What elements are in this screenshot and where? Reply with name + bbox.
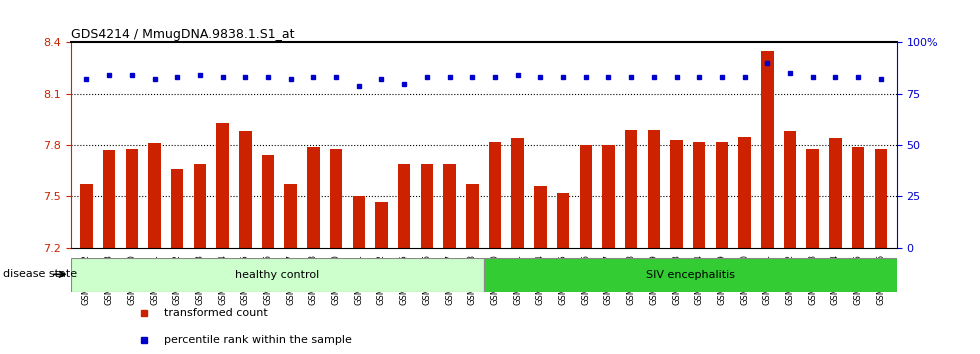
Bar xyxy=(125,149,138,248)
Bar xyxy=(715,142,728,248)
Bar xyxy=(330,149,342,248)
Bar xyxy=(443,164,456,248)
Bar xyxy=(693,142,706,248)
Text: disease state: disease state xyxy=(3,269,77,279)
Bar xyxy=(784,131,797,248)
Bar xyxy=(761,51,773,248)
Bar xyxy=(148,143,161,248)
Text: percentile rank within the sample: percentile rank within the sample xyxy=(164,335,352,345)
Text: transformed count: transformed count xyxy=(164,308,268,318)
Bar xyxy=(217,123,229,248)
Bar xyxy=(670,140,683,248)
Text: healthy control: healthy control xyxy=(235,270,319,280)
Bar xyxy=(512,138,524,248)
Bar xyxy=(625,130,637,248)
Bar xyxy=(71,258,483,292)
Bar xyxy=(579,145,592,248)
Bar xyxy=(603,145,614,248)
Bar xyxy=(829,138,842,248)
Bar xyxy=(852,147,864,248)
Bar xyxy=(284,184,297,248)
Bar xyxy=(353,196,365,248)
Bar xyxy=(307,147,319,248)
Bar xyxy=(398,164,411,248)
Bar xyxy=(262,155,274,248)
Bar xyxy=(534,186,547,248)
Bar xyxy=(874,149,887,248)
Bar xyxy=(420,164,433,248)
Bar xyxy=(239,131,252,248)
Bar xyxy=(807,149,819,248)
Bar xyxy=(375,202,388,248)
Bar xyxy=(80,184,93,248)
Bar xyxy=(103,150,116,248)
Bar xyxy=(489,142,501,248)
Text: SIV encephalitis: SIV encephalitis xyxy=(646,270,735,280)
Bar xyxy=(483,258,897,292)
Bar xyxy=(194,164,206,248)
Bar xyxy=(171,169,183,248)
Bar xyxy=(738,137,751,248)
Bar xyxy=(466,184,478,248)
Text: GDS4214 / MmugDNA.9838.1.S1_at: GDS4214 / MmugDNA.9838.1.S1_at xyxy=(71,28,294,41)
Bar xyxy=(648,130,661,248)
Bar xyxy=(557,193,569,248)
